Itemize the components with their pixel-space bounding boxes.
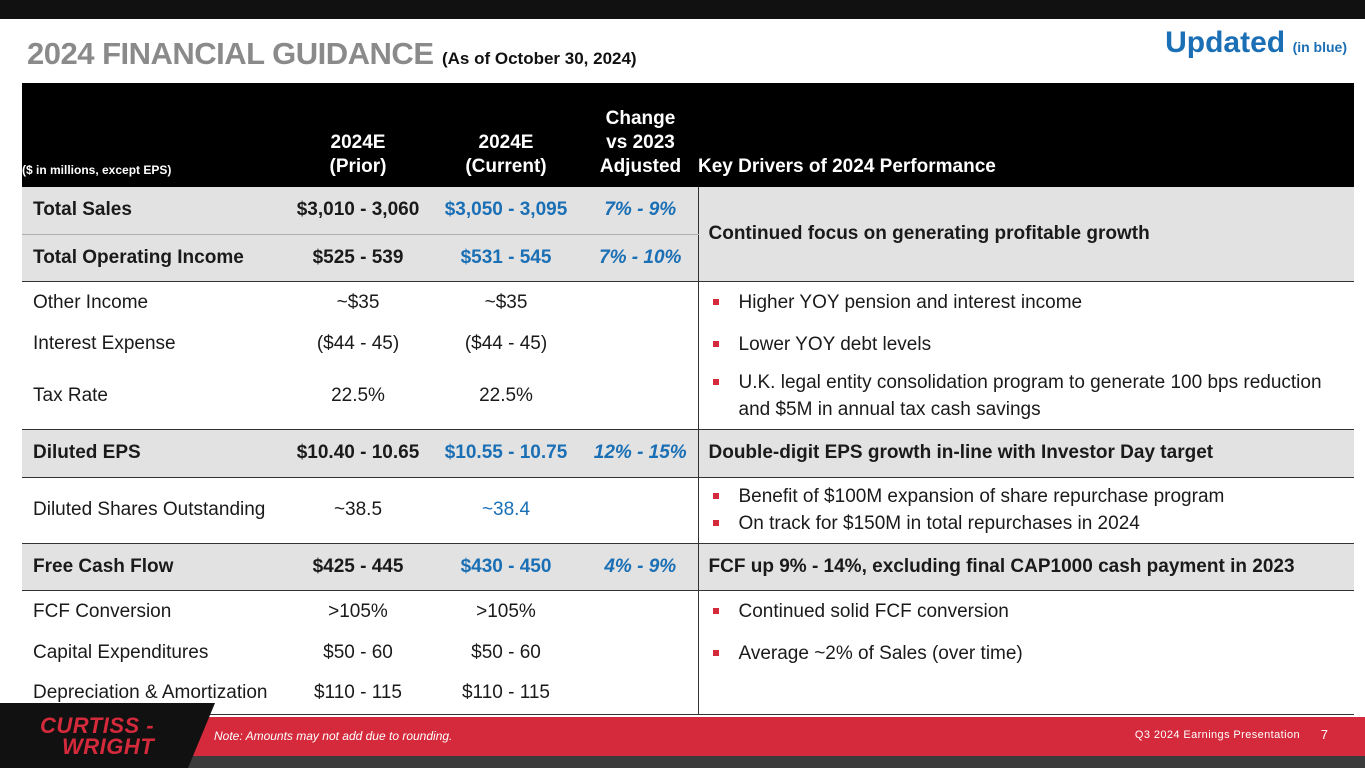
table-row: Free Cash Flow $425 - 445 $430 - 450 4% … [22, 543, 1354, 591]
table-row: Tax Rate 22.5% 22.5% U.K. legal entity c… [22, 364, 1354, 430]
current-value: ($44 - 45) [464, 333, 548, 354]
row-label: Capital Expenditures [33, 642, 209, 663]
prior-value: $110 - 115 [287, 673, 429, 715]
bullet-icon [712, 493, 719, 499]
change-value: 7% - 9% [583, 187, 698, 235]
prior-value: >105% [328, 600, 388, 622]
table-row: Diluted Shares Outstanding ~38.5 ~38.4 B… [22, 477, 1354, 544]
logo-background [0, 703, 215, 768]
updated-note: (in blue) [1292, 39, 1347, 55]
footer: CURTISS - WRIGHT Note: Amounts may not a… [0, 703, 1365, 768]
prior-value: $3,010 - 3,060 [287, 187, 429, 235]
current-value: $50 - 60 [471, 642, 541, 663]
presentation-name: Q3 2024 Earnings Presentation [1134, 729, 1300, 741]
driver-bullet: U.K. legal entity consolidation program … [697, 364, 1354, 430]
row-label: FCF Conversion [33, 600, 172, 622]
footer-band [0, 717, 1365, 756]
title-date: (As of October 30, 2024) [441, 49, 637, 68]
updated-label: Updated [1165, 26, 1286, 59]
driver-text: Double-digit EPS growth in-line with Inv… [697, 429, 1354, 478]
driver-bullet: Higher YOY pension and interest income [697, 281, 1354, 324]
row-label: Free Cash Flow [22, 543, 287, 591]
current-value: >105% [476, 600, 536, 622]
row-label: Total Sales [22, 187, 287, 235]
driver-bullet: Lower YOY debt levels [697, 324, 1354, 364]
header-current: 2024E (Current) [429, 83, 583, 187]
units-note: ($ in millions, except EPS) [22, 83, 287, 187]
driver-text: Continued focus on generating profitable… [697, 187, 1354, 282]
bullet-icon [712, 379, 719, 386]
bullet-icon [712, 340, 719, 347]
prior-value: ~38.5 [287, 477, 429, 544]
footer-stripe [0, 756, 1365, 768]
header-drivers: Key Drivers of 2024 Performance [698, 83, 1354, 187]
driver-bullets: Benefit of $100M expansion of share repu… [697, 477, 1354, 544]
current-value: 22.5% [429, 364, 583, 430]
table-row: Capital Expenditures $50 - 60 $50 - 60 A… [22, 633, 1354, 673]
row-label: Interest Expense [33, 333, 176, 354]
prior-value: $10.40 - 10.65 [287, 429, 429, 478]
table-row: Other Income ~$35 ~$35 Higher YOY pensio… [22, 281, 1354, 324]
table-row: Depreciation & Amortization $110 - 115 $… [22, 673, 1354, 715]
table-row: Total Sales $3,010 - 3,060 $3,050 - 3,09… [22, 187, 1354, 282]
table-header-row: ($ in millions, except EPS) 2024E (Prior)… [22, 83, 1354, 187]
table-row: Interest Expense ($44 - 45) ($44 - 45) L… [22, 324, 1354, 364]
page-number: 7 [1320, 727, 1328, 742]
prior-value: ~$35 [336, 291, 380, 313]
current-value: $110 - 115 [429, 673, 583, 715]
bullet-icon [712, 520, 719, 526]
prior-value: $425 - 445 [287, 543, 429, 591]
prior-value: ($44 - 45) [316, 333, 400, 354]
row-label: Other Income [33, 291, 149, 313]
row-label: Diluted EPS [22, 429, 287, 478]
footnote: Note: Amounts may not add due to roundin… [214, 729, 453, 743]
current-value: $10.55 - 10.75 [429, 429, 583, 478]
updated-legend: Updated (in blue) [1165, 26, 1347, 60]
current-value: ~38.4 [429, 477, 583, 544]
row-label: Diluted Shares Outstanding [22, 477, 287, 544]
bullet-icon [712, 299, 719, 306]
current-value: $531 - 545 [429, 234, 583, 282]
top-bar [0, 0, 1365, 19]
row-label: Tax Rate [22, 364, 287, 430]
table-row: Total Operating Income $525 - 539 $531 -… [22, 234, 1354, 282]
change-value: 12% - 15% [583, 429, 698, 478]
current-value: ~$35 [484, 291, 528, 313]
driver-bullet: Average ~2% of Sales (over time) [697, 633, 1354, 673]
company-logo: CURTISS - WRIGHT [40, 713, 155, 759]
change-value: 4% - 9% [583, 543, 698, 591]
current-value: $3,050 - 3,095 [429, 187, 583, 235]
driver-text: FCF up 9% - 14%, excluding final CAP1000… [697, 543, 1354, 591]
prior-value: $50 - 60 [323, 642, 393, 663]
table-row: Diluted EPS $10.40 - 10.65 $10.55 - 10.7… [22, 429, 1354, 478]
title-main: 2024 FINANCIAL GUIDANCE [27, 36, 434, 71]
header-prior: 2024E (Prior) [287, 83, 429, 187]
change-value: 7% - 10% [583, 234, 698, 282]
driver-bullet: Continued solid FCF conversion [697, 590, 1354, 633]
header-change: Change vs 2023 Adjusted [583, 83, 698, 187]
row-label: Total Operating Income [22, 234, 287, 282]
prior-value: 22.5% [287, 364, 429, 430]
guidance-table: ($ in millions, except EPS) 2024E (Prior)… [22, 83, 1354, 715]
bullet-icon [712, 649, 719, 656]
bullet-icon [712, 608, 719, 615]
table-row: FCF Conversion >105% >105% Continued sol… [22, 590, 1354, 633]
prior-value: $525 - 539 [287, 234, 429, 282]
page-title: 2024 FINANCIAL GUIDANCE (As of October 3… [27, 36, 637, 72]
current-value: $430 - 450 [429, 543, 583, 591]
